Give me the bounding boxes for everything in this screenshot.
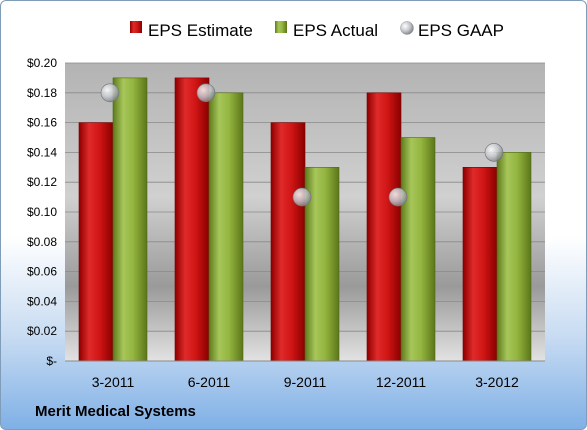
bar-eps-actual [304,167,340,362]
gaap-marker [100,83,120,103]
bar-eps-estimate [174,77,210,362]
bar-eps-actual [208,92,244,362]
bars [78,77,532,362]
y-tick-label: $0.14 [27,145,57,159]
bar-eps-estimate [270,122,306,362]
legend-estimate-label: EPS Estimate [148,21,253,40]
x-tick-label: 3-2012 [475,374,519,390]
bar-eps-actual [112,77,148,362]
x-tick-label: 9-2011 [284,374,327,390]
y-tick-label: $- [46,354,57,368]
gaap-marker [292,187,312,207]
legend-actual-label: EPS Actual [293,21,378,40]
y-tick-label: $0.06 [27,265,57,279]
y-tick-label: $0.04 [27,294,57,308]
legend-gaap-swatch [400,21,414,35]
company-name: Merit Medical Systems [35,403,196,420]
legend-estimate-swatch [130,21,142,33]
y-tick-label: $0.10 [27,205,57,219]
y-tick-label: $0.16 [27,116,57,130]
bar-eps-estimate [366,92,402,362]
gaap-marker [388,187,408,207]
legend: EPS Estimate EPS Actual EPS GAAP [130,21,504,40]
bar-eps-actual [496,152,532,362]
gaap-marker [196,83,216,103]
x-tick-label: 3-2011 [92,374,135,390]
y-tick-label: $0.20 [27,56,57,70]
y-tick-label: $0.02 [27,324,57,338]
y-tick-label: $0.12 [27,175,57,189]
bar-eps-estimate [462,167,498,362]
bar-eps-actual [400,137,436,362]
bar-eps-estimate [78,122,114,362]
legend-actual-swatch [275,21,287,33]
gaap-marker [484,143,504,162]
legend-gaap-label: EPS GAAP [418,21,504,40]
gaap-markers [100,83,504,207]
x-tick-label: 12-2011 [376,374,427,390]
y-axis-ticks: $- $0.02 $0.04 $0.06 $0.08 $0.10 $0.12 $0.14 $0.… [27,56,57,368]
x-tick-label: 6-2011 [188,374,231,390]
x-axis-ticks: 3-2011 6-2011 9-2011 12-2011 3-2012 [92,374,519,390]
y-tick-label: $0.08 [27,235,57,249]
y-tick-label: $0.18 [27,86,57,100]
